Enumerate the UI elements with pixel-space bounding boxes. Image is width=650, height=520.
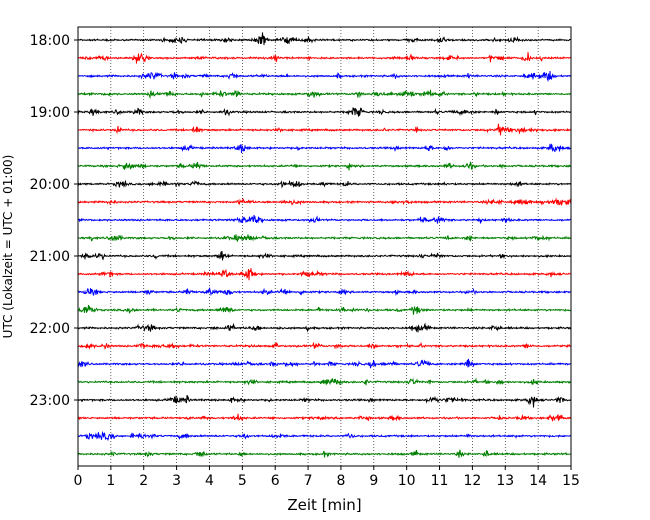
x-tick-label-6: 6 bbox=[271, 473, 280, 489]
y-tick-label-20:00: 20:00 bbox=[30, 177, 70, 193]
y-tick-label-18:00: 18:00 bbox=[30, 33, 70, 49]
y-tick-label-19:00: 19:00 bbox=[30, 105, 70, 121]
trace-23:30 bbox=[77, 430, 572, 441]
y-axis-ticks: 18:00 19:00 20:00 21:00 22:00 23:00 bbox=[30, 33, 78, 409]
x-tick-label-14: 14 bbox=[529, 473, 547, 489]
trace-21:30 bbox=[77, 287, 572, 297]
x-tick-label-9: 9 bbox=[369, 473, 378, 489]
trace-19:00 bbox=[77, 107, 572, 117]
x-tick-label-0: 0 bbox=[74, 473, 83, 489]
x-tick-label-15: 15 bbox=[562, 473, 580, 489]
trace-23:15 bbox=[77, 413, 572, 422]
trace-19:15 bbox=[77, 123, 572, 136]
plot-frame bbox=[77, 26, 572, 467]
grid-lines bbox=[110, 27, 539, 466]
x-tick-label-12: 12 bbox=[463, 473, 481, 489]
trace-22:30 bbox=[77, 358, 572, 369]
x-tick-label-2: 2 bbox=[139, 473, 148, 489]
trace-21:45 bbox=[77, 305, 572, 315]
trace-22:15 bbox=[77, 341, 572, 350]
y-tick-label-21:00: 21:00 bbox=[30, 249, 70, 265]
seismic-traces bbox=[77, 32, 572, 458]
trace-22:00 bbox=[77, 322, 572, 333]
x-axis-label: Zeit [min] bbox=[287, 496, 361, 514]
y-tick-label-23:00: 23:00 bbox=[30, 393, 70, 409]
trace-20:45 bbox=[77, 234, 572, 243]
y-axis-label: UTC (Lokalzeit = UTC + 01:00) bbox=[1, 155, 15, 339]
trace-23:45 bbox=[77, 449, 572, 458]
trace-18:45 bbox=[77, 89, 572, 100]
x-tick-label-5: 5 bbox=[238, 473, 247, 489]
trace-23:00 bbox=[77, 395, 572, 408]
trace-20:30 bbox=[77, 214, 572, 224]
x-tick-label-8: 8 bbox=[336, 473, 345, 489]
y-tick-label-22:00: 22:00 bbox=[30, 321, 70, 337]
trace-18:15 bbox=[77, 52, 572, 64]
x-tick-label-11: 11 bbox=[431, 473, 449, 489]
trace-20:00 bbox=[77, 179, 572, 189]
x-axis-ticks: 0 1 2 3 4 5 6 7 8 9 10 11 12 13 14 15 bbox=[74, 466, 580, 489]
trace-18:30 bbox=[77, 70, 572, 82]
x-tick-label-10: 10 bbox=[398, 473, 416, 489]
trace-18:00 bbox=[77, 32, 572, 46]
x-tick-label-1: 1 bbox=[106, 473, 115, 489]
x-tick-label-4: 4 bbox=[205, 473, 214, 489]
x-tick-label-13: 13 bbox=[496, 473, 514, 489]
trace-22:45 bbox=[77, 377, 572, 386]
x-tick-label-3: 3 bbox=[172, 473, 181, 489]
trace-21:15 bbox=[77, 268, 572, 281]
trace-21:00 bbox=[77, 251, 572, 262]
trace-19:30 bbox=[77, 143, 572, 154]
x-tick-label-7: 7 bbox=[304, 473, 313, 489]
trace-20:15 bbox=[77, 197, 572, 206]
trace-19:45 bbox=[77, 161, 572, 171]
